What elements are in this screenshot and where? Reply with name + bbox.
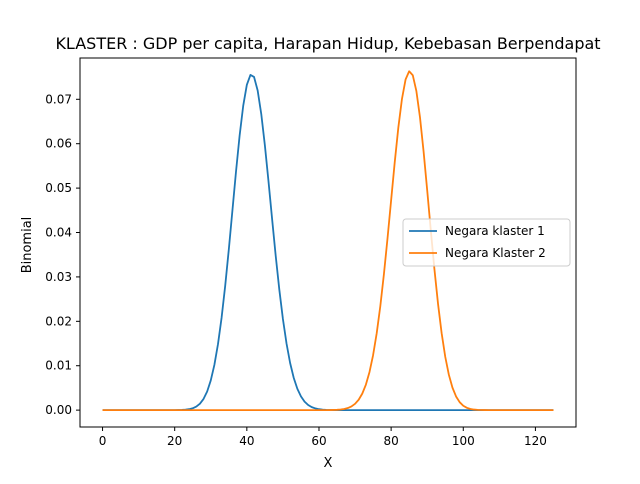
x-axis-label: X [324, 456, 333, 471]
y-tick-label: 0.04 [45, 226, 72, 240]
x-tick-label: 120 [524, 434, 547, 448]
y-tick-label: 0.07 [45, 92, 72, 106]
x-tick-label: 20 [167, 434, 182, 448]
chart-title: KLASTER : GDP per capita, Harapan Hidup,… [55, 34, 600, 53]
y-tick-label: 0.03 [45, 270, 72, 284]
x-tick-label: 60 [311, 434, 326, 448]
x-tick-label: 80 [383, 434, 398, 448]
x-tick-label: 40 [239, 434, 254, 448]
y-axis-label: Binomial [20, 217, 35, 274]
plot-area: 0 20 40 60 80 100 120 0.00 0.01 0.02 0.03 0.04 0.05 0… [45, 57, 577, 448]
series-line-2 [102, 70, 554, 412]
legend-box [402, 218, 571, 267]
x-tick-label: 0 [99, 434, 107, 448]
y-tick-label: 0.00 [45, 403, 72, 417]
y-tick-label: 0.06 [45, 137, 72, 151]
y-tick-label: 0.01 [45, 359, 72, 373]
axes-frame [79, 57, 577, 428]
y-tick-label: 0.05 [45, 181, 72, 195]
legend-label-1: Negara klaster 1 [445, 224, 545, 238]
y-tick-label: 0.02 [45, 314, 72, 328]
legend-label-2: Negara Klaster 2 [445, 246, 546, 260]
x-tick-label: 100 [452, 434, 475, 448]
